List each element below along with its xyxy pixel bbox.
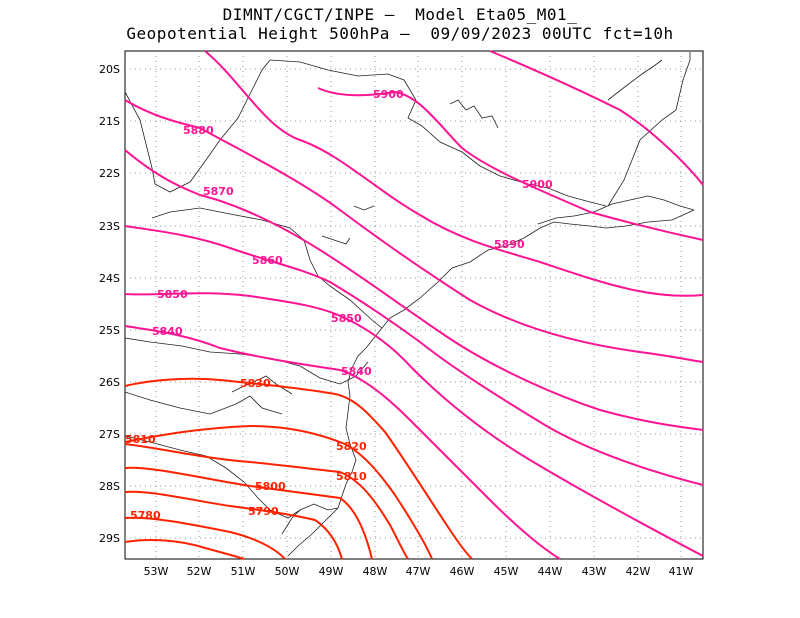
reservoir-2 [321,235,351,245]
lon-label: 51W [231,565,256,578]
lon-label: 50W [275,565,300,578]
contour-5790 [124,490,343,560]
contour-label-5870: 5870 [203,185,234,198]
lon-label: 44W [538,565,563,578]
lon-axis: 53W 52W 51W 50W 49W 48W 47W 46W 45W 44W … [144,565,694,578]
lon-label: 42W [626,565,651,578]
contours-low [124,377,473,560]
state-border-ms-sp-pr [124,59,271,193]
contour-5770 [124,539,245,560]
contour-label-5840-a: 5840 [152,325,183,338]
coastline-sp-rj [381,209,695,329]
contour-label-5800: 5800 [255,480,286,493]
lat-label: 28S [99,480,120,493]
state-border-sp-mg [269,59,607,207]
lat-label: 21S [99,115,120,128]
contour-5800 [124,466,373,560]
lon-label: 52W [187,565,212,578]
state-border-sc-rs [124,435,339,519]
lat-label: 23S [99,220,120,233]
lat-label: 22S [99,167,120,180]
map-frame [124,50,704,560]
contour-5810 [124,443,409,560]
contour-label-5880: 5880 [183,124,214,137]
contour-label-5810-a: 5810 [336,470,367,483]
state-border-mg-ba [607,59,663,101]
lat-label: 25S [99,324,120,337]
lat-label: 26S [99,376,120,389]
contour-label-5850-b: 5850 [331,312,362,325]
state-border-mg-rj [537,195,695,225]
contour-label-5900-a: 5900 [373,88,404,101]
contour-5780 [124,516,286,560]
chart-title-line1: DIMNT/CGCT/INPE — Model Eta05_M01_ [222,5,578,24]
contour-5860 [124,225,704,486]
coastline-and-borders [124,52,695,557]
contour-label-5900-b: 5900 [522,178,553,191]
contour-label-5840-b: 5840 [341,365,372,378]
lagoon [281,509,301,535]
contour-label-5820: 5820 [336,440,367,453]
lon-label: 41W [669,565,694,578]
lat-axis: 20S 21S 22S 23S 24S 25S 26S 27S 28S 29S [99,63,120,545]
state-border-mg-es [607,52,691,207]
chart-title-line2: Geopotential Height 500hPa — 09/09/2023 … [126,24,674,43]
contour-5900-b [489,50,704,186]
coastline-rs [287,507,339,557]
lon-label: 53W [144,565,169,578]
lon-label: 49W [319,565,344,578]
lon-label: 46W [450,565,475,578]
contour-label-5860: 5860 [252,254,283,267]
reservoir-3 [353,205,375,211]
contour-label-5850-a: 5850 [157,288,188,301]
contour-5840 [124,325,561,560]
contour-label-5790: 5790 [248,505,279,518]
contour-labels: 5900 5900 5890 5880 5870 5860 5850 5850 … [125,88,553,522]
reservoir-1 [449,99,499,129]
contour-5850 [124,292,704,557]
contours-high [124,50,704,560]
contour-5870 [124,149,704,431]
lon-label: 45W [494,565,519,578]
contour-label-5890: 5890 [494,238,525,251]
coastline-pr-sc [337,327,383,509]
contour-label-5830: 5830 [240,377,271,390]
state-border-arg-sc [124,391,283,415]
lat-label: 20S [99,63,120,76]
contour-5880 [124,99,704,363]
lon-label: 43W [582,565,607,578]
lon-label: 47W [406,565,431,578]
lon-label: 48W [363,565,388,578]
contour-5900-a [317,87,704,241]
contour-5820 [124,424,433,560]
contour-label-5780: 5780 [130,509,161,522]
contour-label-5810-b: 5810 [125,433,156,446]
lat-label: 29S [99,532,120,545]
contour-5830 [124,377,473,560]
lat-label: 27S [99,428,120,441]
lat-label: 24S [99,272,120,285]
contour-5890 [204,50,704,297]
